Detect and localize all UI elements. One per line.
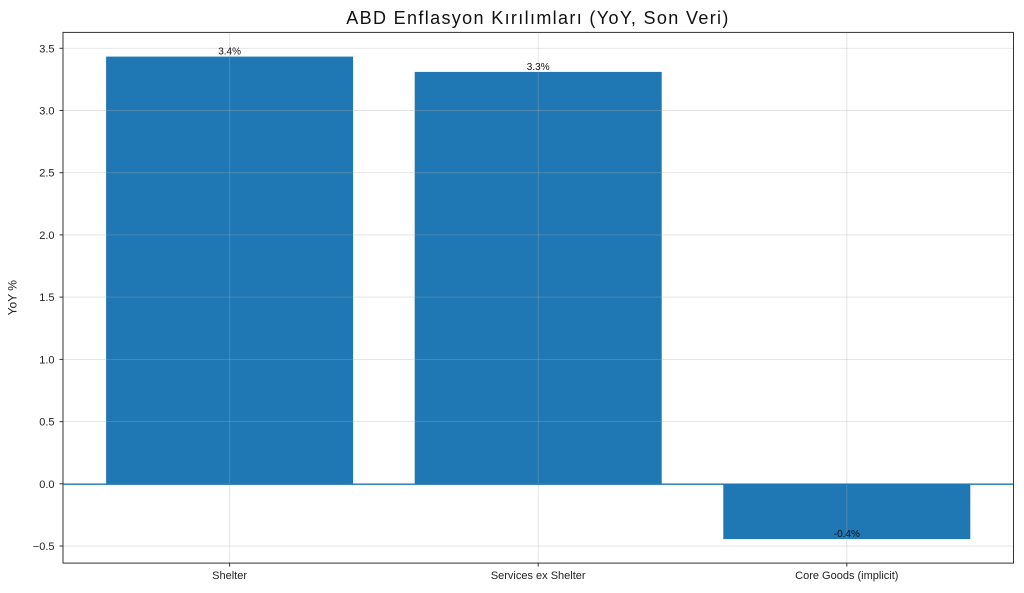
svg-text:YoY %: YoY %	[6, 280, 20, 316]
svg-text:−0.5: −0.5	[33, 541, 55, 553]
svg-text:3.4%: 3.4%	[218, 47, 241, 58]
svg-text:0.0: 0.0	[39, 479, 54, 491]
svg-text:3.5: 3.5	[39, 43, 54, 55]
svg-text:Services ex Shelter: Services ex Shelter	[491, 570, 586, 582]
svg-text:2.5: 2.5	[39, 168, 54, 180]
svg-text:2.0: 2.0	[39, 230, 54, 242]
svg-text:0.5: 0.5	[39, 417, 54, 429]
svg-text:ABD Enflasyon Kırılımları (YoY: ABD Enflasyon Kırılımları (YoY, Son Veri…	[346, 8, 730, 28]
svg-text:-0.4%: -0.4%	[834, 529, 860, 540]
svg-text:1.0: 1.0	[39, 354, 54, 366]
svg-text:3.0: 3.0	[39, 106, 54, 118]
svg-text:3.3%: 3.3%	[527, 62, 550, 73]
svg-text:Shelter: Shelter	[212, 570, 247, 582]
svg-text:Core Goods (implicit): Core Goods (implicit)	[795, 570, 898, 582]
svg-text:1.5: 1.5	[39, 292, 54, 304]
